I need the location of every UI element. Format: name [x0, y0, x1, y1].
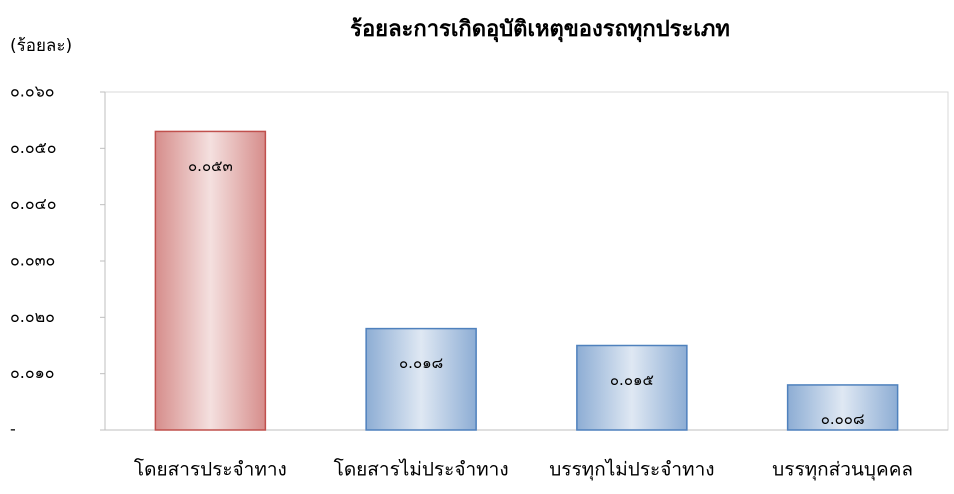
bar — [365, 327, 477, 431]
data-label: ๐.๐๑๘ — [399, 354, 443, 372]
y-tick-label: ๐.๐๓๐ — [10, 251, 55, 270]
x-tick-label: โดยสารประจำทาง — [134, 458, 287, 481]
bar — [576, 344, 688, 431]
y-tick-label: ๐.๐๔๐ — [10, 194, 57, 213]
x-tick-label: โดยสารไม่ประจำทาง — [334, 458, 509, 481]
bar — [154, 130, 267, 431]
data-label: ๐.๐๑๕ — [610, 371, 654, 389]
data-label: ๐.๐๐๘ — [821, 410, 865, 428]
y-tick-label: - — [10, 420, 16, 439]
y-axis-label: (ร้อยละ) — [10, 36, 72, 56]
y-tick-label: ๐.๐๖๐ — [10, 82, 55, 101]
data-label: ๐.๐๕๓ — [188, 157, 233, 175]
y-tick-label: ๐.๐๒๐ — [10, 307, 55, 326]
bar — [786, 384, 899, 431]
chart-title: ร้อยละการเกิดอุบัติเหตุของรถทุกประเภท — [350, 17, 730, 43]
x-tick-label: บรรทุกส่วนบุคคล — [772, 459, 913, 482]
y-tick-label: ๐.๐๑๐ — [10, 363, 55, 382]
x-tick-label: บรรทุกไม่ประจำทาง — [549, 459, 714, 482]
y-tick-label: ๐.๐๕๐ — [10, 138, 57, 157]
